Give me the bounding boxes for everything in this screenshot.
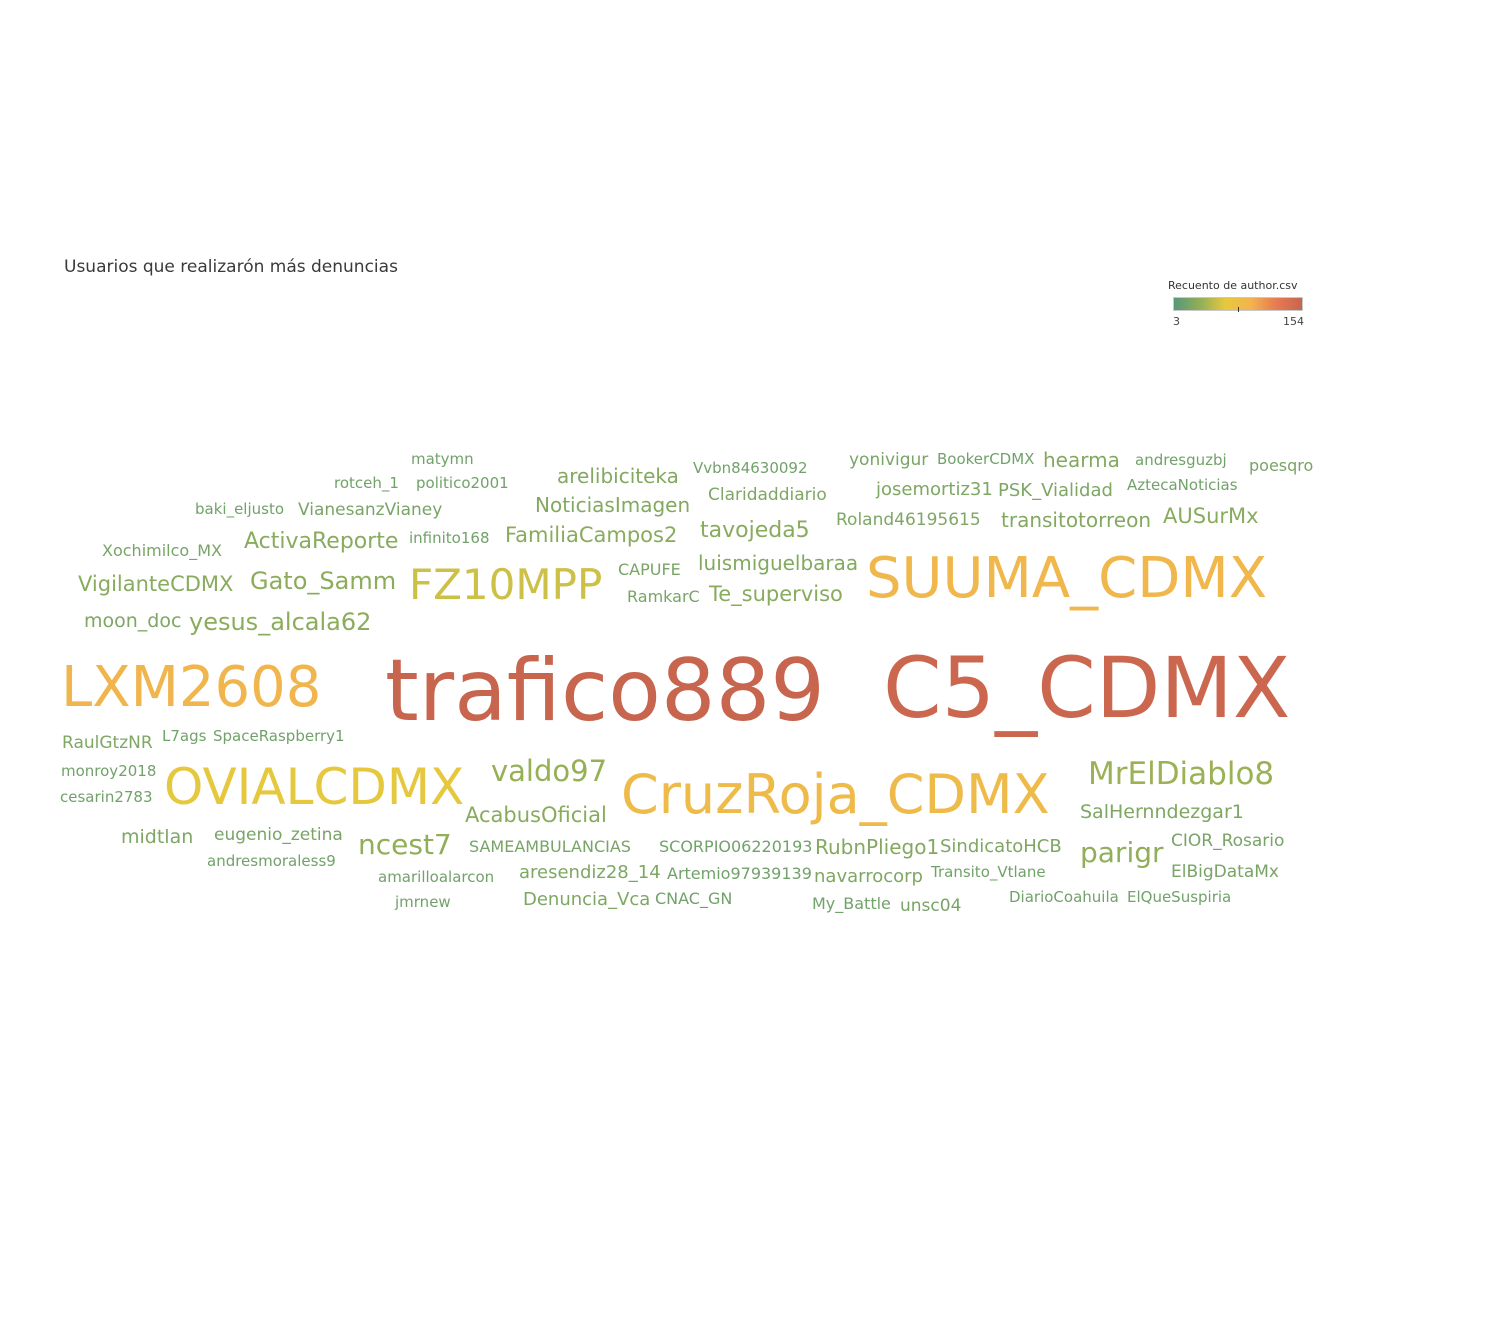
word-xochimilco-mx[interactable]: Xochimilco_MX: [102, 540, 222, 560]
word-artemio97939139[interactable]: Artemio97939139: [667, 863, 812, 883]
word-te-superviso[interactable]: Te_superviso: [709, 582, 843, 607]
word-fz10mpp[interactable]: FZ10MPP: [409, 559, 603, 609]
word-ausurmx[interactable]: AUSurMx: [1163, 504, 1259, 529]
chart-title: Usuarios que realizarón más denuncias: [64, 257, 398, 277]
word-tavojeda5[interactable]: tavojeda5: [700, 517, 810, 543]
word-suuma-cdmx[interactable]: SUUMA_CDMX: [866, 545, 1268, 611]
word-cnac-gn[interactable]: CNAC_GN: [655, 888, 733, 908]
word-yesus-alcala62[interactable]: yesus_alcala62: [189, 607, 372, 636]
word-sameambulancias[interactable]: SAMEAMBULANCIAS: [469, 836, 631, 856]
word-moon-doc[interactable]: moon_doc: [84, 610, 182, 633]
word-monroy2018[interactable]: monroy2018: [61, 762, 157, 781]
word-luismiguelbaraa[interactable]: luismiguelbaraa: [698, 551, 859, 576]
word-familiacampos2[interactable]: FamiliaCampos2: [505, 523, 678, 548]
word-diariocoahuila[interactable]: DiarioCoahuila: [1009, 888, 1119, 907]
word-elbigdatamx[interactable]: ElBigDataMx: [1171, 861, 1279, 882]
word-hearma[interactable]: hearma: [1043, 448, 1120, 473]
word-l7ags[interactable]: L7ags: [162, 727, 207, 746]
word-eugenio-zetina[interactable]: eugenio_zetina: [214, 824, 343, 845]
word-cior-rosario[interactable]: CIOR_Rosario: [1171, 830, 1285, 851]
word-amarilloalarcon[interactable]: amarilloalarcon: [378, 868, 495, 887]
word-rubnpliego1[interactable]: RubnPliego1: [815, 835, 940, 860]
word-vigilantecdmx[interactable]: VigilanteCDMX: [78, 572, 234, 597]
word-infinito168[interactable]: infinito168: [409, 529, 490, 548]
word-transito-vtlane[interactable]: Transito_Vtlane: [931, 863, 1046, 882]
word-vianesanzvianey[interactable]: VianesanzVianey: [298, 499, 443, 520]
word-c5-cdmx[interactable]: C5_CDMX: [883, 639, 1291, 738]
word-cruzroja-cdmx[interactable]: CruzRoja_CDMX: [621, 762, 1050, 826]
word-jmrnew[interactable]: jmrnew: [395, 893, 451, 912]
word-cesarin2783[interactable]: cesarin2783: [60, 788, 153, 807]
word-psk-vialidad[interactable]: PSK_Vialidad: [998, 479, 1113, 501]
word-arelibiciteka[interactable]: arelibiciteka: [557, 464, 679, 489]
word-gato-samm[interactable]: Gato_Samm: [250, 566, 397, 595]
color-legend: Recuento de author.csv 3 154: [1168, 279, 1308, 331]
word-aztecanoticias[interactable]: AztecaNoticias: [1127, 476, 1238, 495]
word-claridaddiario[interactable]: Claridaddiario: [708, 484, 827, 505]
legend-tick: [1238, 307, 1239, 312]
word-elquesuspiria[interactable]: ElQueSuspiria: [1127, 888, 1232, 907]
word-transitotorreon[interactable]: transitotorreon: [1001, 508, 1151, 533]
word-trafico889[interactable]: trafico889: [385, 640, 825, 741]
legend-min-label: 3: [1173, 315, 1180, 328]
word-mreldiablo8[interactable]: MrElDiablo8: [1088, 755, 1275, 792]
word-ramkarc[interactable]: RamkarC: [627, 586, 700, 606]
word-valdo97[interactable]: valdo97: [491, 753, 608, 788]
word-activareporte[interactable]: ActivaReporte: [244, 528, 399, 554]
word-ovialcdmx[interactable]: OVIALCDMX: [164, 758, 465, 816]
word-lxm2608[interactable]: LXM2608: [61, 654, 322, 720]
word-rotceh-1[interactable]: rotceh_1: [334, 474, 399, 493]
word-josemortiz31[interactable]: josemortiz31: [876, 478, 993, 500]
word-midtlan[interactable]: midtlan: [121, 826, 194, 849]
word-bookercdmx[interactable]: BookerCDMX: [937, 450, 1035, 469]
word-sindicatohcb[interactable]: SindicatoHCB: [940, 835, 1062, 857]
word-vvbn84630092[interactable]: Vvbn84630092: [693, 459, 808, 478]
word-salhernndezgar1[interactable]: SalHernndezgar1: [1080, 801, 1244, 824]
legend-max-label: 154: [1283, 315, 1304, 328]
word-ncest7[interactable]: ncest7: [358, 828, 452, 862]
word-politico2001[interactable]: politico2001: [416, 474, 509, 493]
word-yonivigur[interactable]: yonivigur: [849, 449, 929, 470]
word-parigr[interactable]: parigr: [1080, 836, 1164, 870]
word-scorpio06220193[interactable]: SCORPIO06220193: [659, 836, 813, 856]
word-spaceraspberry1[interactable]: SpaceRaspberry1: [213, 727, 345, 746]
word-my-battle[interactable]: My_Battle: [812, 893, 891, 913]
word-andresmoraless9[interactable]: andresmoraless9: [207, 852, 336, 871]
word-capufe[interactable]: CAPUFE: [618, 559, 681, 579]
word-noticiasimagen[interactable]: NoticiasImagen: [535, 493, 691, 518]
legend-title: Recuento de author.csv: [1168, 279, 1298, 292]
word-roland46195615[interactable]: Roland46195615: [836, 509, 981, 530]
word-navarrocorp[interactable]: navarrocorp: [814, 865, 923, 887]
word-raulgtznr[interactable]: RaulGtzNR: [62, 732, 153, 753]
word-poesqro[interactable]: poesqro: [1249, 455, 1314, 475]
word-andresguzbj[interactable]: andresguzbj: [1135, 451, 1227, 470]
word-unsc04[interactable]: unsc04: [900, 895, 962, 916]
word-denuncia-vca[interactable]: Denuncia_Vca: [523, 888, 651, 910]
word-aresendiz28-14[interactable]: aresendiz28_14: [519, 861, 661, 883]
word-acabusoficial[interactable]: AcabusOficial: [465, 803, 607, 828]
word-baki-eljusto[interactable]: baki_eljusto: [195, 500, 285, 519]
word-matymn[interactable]: matymn: [411, 450, 474, 469]
